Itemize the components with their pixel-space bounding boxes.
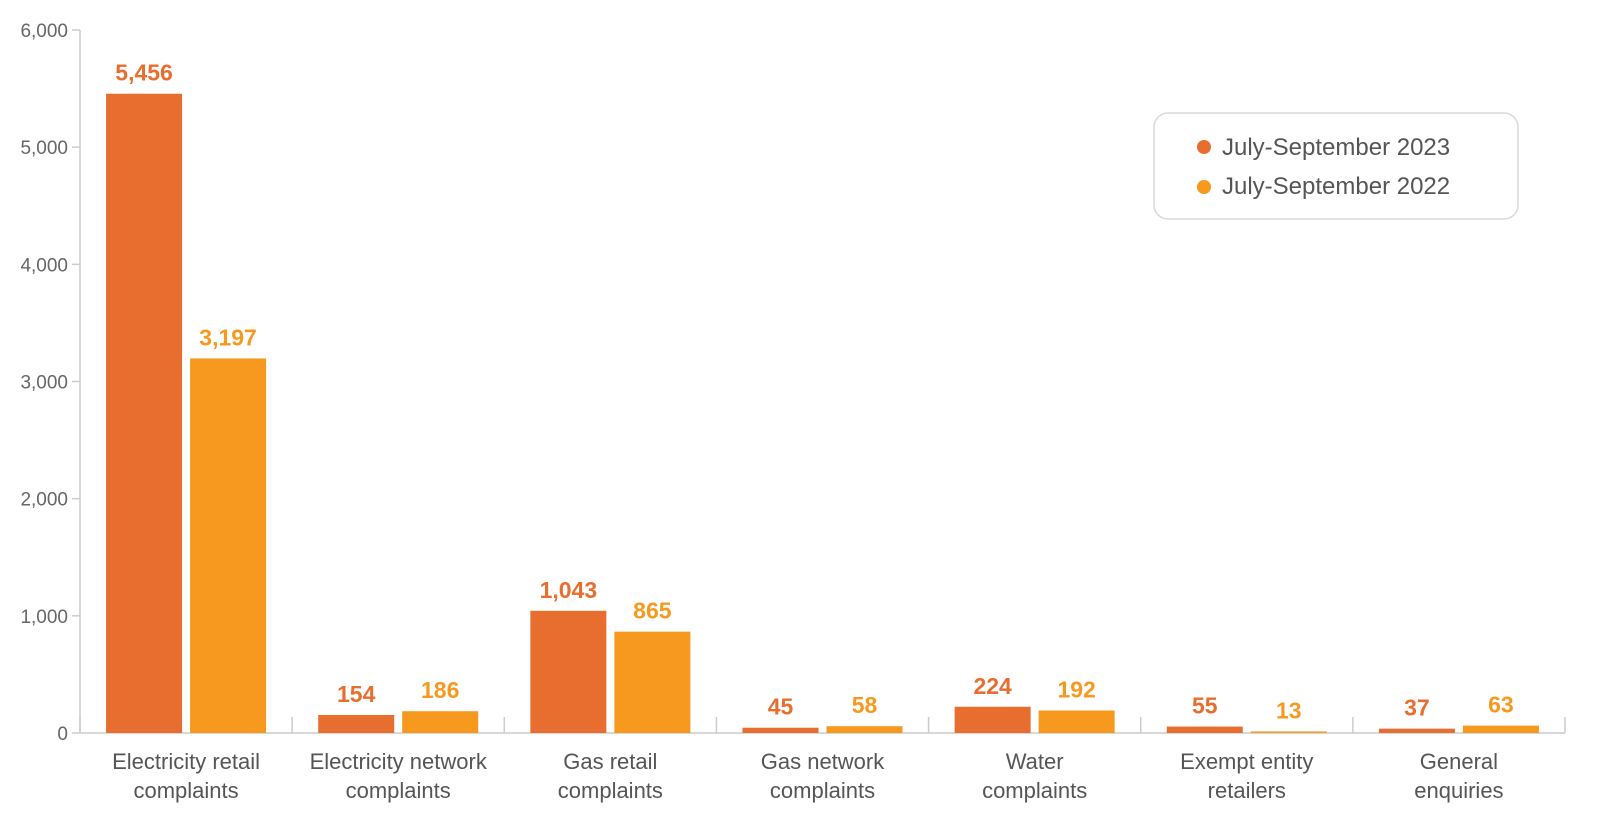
bar-2023 [1166, 726, 1243, 733]
legend-swatch-2022 [1197, 180, 1211, 194]
category-labels: Electricity retail complaints Electricity … [112, 749, 1503, 803]
category-label: Exempt entity [1180, 749, 1313, 774]
data-label-2022: 63 [1488, 692, 1514, 718]
y-tick-label: 4,000 [20, 255, 68, 276]
category-label: complaints [770, 778, 875, 803]
bar-2023 [106, 93, 183, 734]
data-label-2023: 1,043 [540, 577, 598, 603]
category-label: General [1420, 749, 1498, 774]
y-tick-label: 2,000 [20, 490, 68, 511]
data-label-2023: 37 [1404, 695, 1430, 721]
category-label: retailers [1208, 778, 1286, 803]
bar-2023 [954, 706, 1031, 733]
bar-2022 [1038, 710, 1115, 733]
data-label-2023: 154 [337, 681, 376, 707]
category-label: complaints [133, 778, 238, 803]
data-labels: 5,456 3,197 154 186 1,043 865 45 58 224 192 55 13 37… [115, 60, 1513, 724]
data-label-2023: 45 [768, 694, 794, 720]
data-label-2022: 13 [1276, 697, 1302, 723]
bar-2023 [1378, 728, 1455, 733]
category-label: enquiries [1414, 778, 1503, 803]
category-label: Gas network [761, 749, 885, 774]
data-label-2022: 865 [633, 598, 672, 624]
category-label: complaints [346, 778, 451, 803]
data-label-2023: 5,456 [115, 60, 173, 86]
bar-2022 [402, 711, 479, 733]
y-tick-label: 6,000 [20, 21, 68, 42]
data-label-2023: 55 [1192, 693, 1218, 719]
category-label: Electricity retail [112, 749, 260, 774]
data-label-2022: 192 [1057, 677, 1095, 703]
category-label: complaints [558, 778, 663, 803]
x-axis [79, 717, 1566, 734]
y-tick-label: 1,000 [20, 607, 68, 628]
bar-2022 [190, 358, 267, 733]
legend-label-2023: July-September 2023 [1222, 134, 1450, 161]
category-label: Water [1006, 749, 1064, 774]
legend-swatch-2023 [1197, 140, 1211, 154]
bar-2022 [1250, 731, 1327, 733]
legend-box [1153, 112, 1519, 220]
bars [106, 93, 1539, 734]
data-label-2022: 3,197 [199, 324, 257, 350]
y-axis: 0 1,000 2,000 3,000 4,000 5,000 6,000 [20, 21, 81, 745]
y-tick-label: 0 [57, 724, 68, 745]
bar-2023 [742, 727, 819, 733]
y-tick-label: 5,000 [20, 138, 68, 159]
legend: July-September 2023 July-September 2022 [1153, 112, 1519, 220]
data-label-2022: 186 [421, 677, 459, 703]
category-label: Gas retail [563, 749, 657, 774]
data-label-2022: 58 [852, 692, 878, 718]
category-label: complaints [982, 778, 1087, 803]
bar-2022 [614, 631, 691, 733]
bar-2022 [826, 726, 903, 733]
legend-label-2022: July-September 2022 [1222, 173, 1450, 200]
y-tick-label: 3,000 [20, 373, 68, 394]
bar-2023 [318, 714, 395, 733]
bar-2023 [530, 610, 607, 733]
bar-2022 [1462, 725, 1539, 733]
data-label-2023: 224 [973, 673, 1012, 699]
category-label: Electricity network [310, 749, 488, 774]
